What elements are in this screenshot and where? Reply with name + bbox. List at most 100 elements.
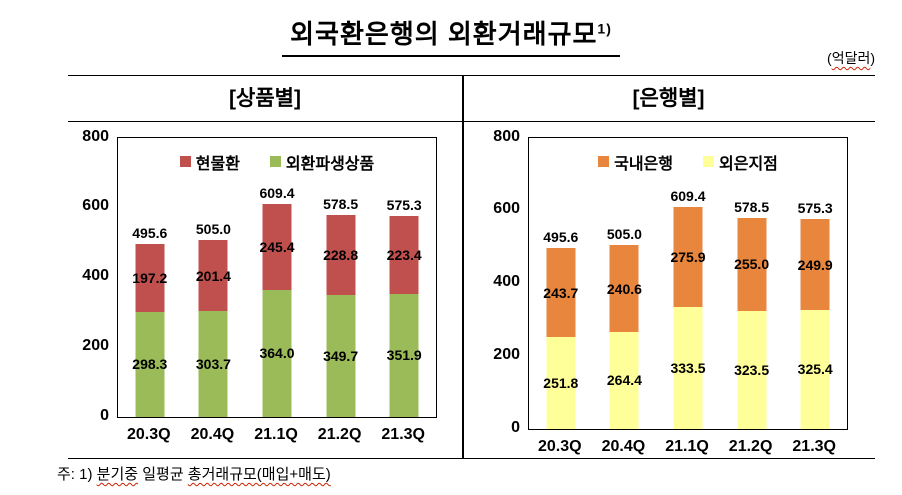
- segment-value-label: 351.9: [386, 347, 422, 364]
- y-tick-label: 200: [493, 345, 520, 363]
- stacked-bar-21.1Q: 364.0 245.4 609.4: [259, 185, 295, 417]
- total-value-label: 575.3: [386, 196, 422, 213]
- x-axis-banks: 20.3Q 20.4Q 21.1Q 21.2Q 21.3Q: [528, 434, 846, 458]
- legend-products: 현물환 외환파생상품: [118, 150, 436, 174]
- total-value-label: 505.0: [606, 225, 642, 242]
- bar-segment-외환파생상품: 298.3: [132, 312, 168, 417]
- page-title-text: 외국환은행의 외환거래규모: [290, 19, 598, 49]
- segment-value-label: 245.4: [259, 238, 295, 255]
- unit-label-text: 억달러: [831, 50, 871, 66]
- segment-value-label: 228.8: [323, 246, 359, 263]
- bar-segment-현물환: 228.8: [323, 214, 359, 295]
- y-tick-label: 0: [100, 406, 109, 424]
- total-value-label: 578.5: [323, 195, 359, 212]
- segment-value-label: 333.5: [670, 359, 706, 376]
- y-tick-label: 800: [82, 127, 109, 145]
- bar-segment-현물환: 201.4: [195, 240, 231, 311]
- unit-label: (억달러): [827, 50, 875, 66]
- panel-header-banks: [은행별]: [632, 87, 705, 110]
- y-axis-banks: 0 200 400 600 800: [462, 128, 520, 435]
- bar-segment-국내은행: 255.0: [734, 218, 770, 311]
- stacked-bar-21.2Q: 323.5 255.0 578.5: [734, 199, 770, 429]
- segment-value-label: 201.4: [195, 267, 231, 284]
- stacked-bar-20.4Q: 264.4 240.6 505.0: [606, 226, 642, 429]
- segment-value-label: 264.4: [606, 372, 642, 389]
- plot-area-products: 현물환 외환파생상품 298.3 197.2 495.6 303.7 201.4 505.0…: [117, 136, 437, 418]
- segment-value-label: 298.3: [132, 356, 168, 373]
- x-axis-products: 20.3Q 20.4Q 21.1Q 21.2Q 21.3Q: [117, 422, 435, 446]
- bar-segment-현물환: 245.4: [259, 203, 295, 290]
- segment-value-label: 325.4: [797, 361, 833, 378]
- total-value-label: 578.5: [734, 199, 770, 216]
- x-tick-label: 20.4Q: [601, 437, 646, 455]
- y-tick-label: 400: [493, 273, 520, 290]
- x-tick-label: 21.1Q: [665, 437, 709, 455]
- total-value-label: 495.6: [543, 229, 579, 246]
- legend-color-chip: [598, 156, 610, 167]
- chart-products: 0 200 400 600 800 현물환 외환파생상품 298.3 197.2 495.6 3…: [68, 123, 462, 458]
- stacked-bar-20.3Q: 298.3 197.2 495.6: [132, 225, 168, 417]
- y-tick-label: 800: [493, 127, 520, 145]
- panel-header-row: [상품별] [은행별]: [68, 76, 875, 122]
- bar-segment-외환파생상품: 364.0: [259, 289, 295, 417]
- stacked-bar-20.3Q: 251.8 243.7 495.6: [543, 229, 579, 429]
- segment-value-label: 240.6: [606, 280, 642, 297]
- legend-color-chip: [179, 156, 191, 167]
- stacked-bar-21.3Q: 325.4 249.9 575.3: [797, 200, 833, 429]
- bar-segment-외은지점: 333.5: [670, 307, 706, 429]
- total-value-label: 495.6: [132, 224, 168, 241]
- bar-segment-외은지점: 251.8: [543, 336, 578, 429]
- bar-segment-국내은행: 243.7: [543, 248, 579, 337]
- total-value-label: 609.4: [259, 184, 295, 201]
- legend-item: 외환파생상품: [269, 150, 375, 174]
- x-tick-label: 20.3Q: [538, 437, 582, 455]
- y-tick-label: 600: [82, 197, 109, 215]
- x-tick-label: 21.2Q: [317, 425, 362, 443]
- chart-banks: 0 200 400 600 800 국내은행 외은지점 251.8 243.7 495.6 26…: [462, 123, 875, 458]
- x-tick-label: 21.2Q: [728, 437, 773, 455]
- legend-item: 외은지점: [703, 150, 778, 174]
- x-tick-label: 21.3Q: [381, 425, 425, 443]
- chart-table-frame: [상품별] [은행별] 0 200 400 600 800 현물환 외환파생상품 298.…: [68, 75, 875, 459]
- segment-value-label: 303.7: [195, 355, 231, 372]
- x-tick-label: 21.1Q: [254, 425, 298, 443]
- y-tick-label: 600: [493, 200, 520, 218]
- legend-color-chip: [269, 156, 281, 167]
- bar-segment-현물환: 197.2: [132, 243, 167, 313]
- stacked-bar-20.4Q: 303.7 201.4 505.0: [195, 221, 231, 417]
- x-tick-label: 21.3Q: [792, 437, 836, 455]
- legend-color-chip: [703, 156, 714, 167]
- x-tick-label: 20.4Q: [190, 425, 235, 443]
- bar-segment-외환파생상품: 351.9: [386, 293, 422, 417]
- segment-value-label: 223.4: [386, 246, 422, 263]
- y-tick-label: 200: [82, 336, 109, 354]
- chart-body-row: 0 200 400 600 800 현물환 외환파생상품 298.3 197.2 495.6 3…: [68, 123, 875, 458]
- bar-segment-외은지점: 264.4: [606, 332, 642, 429]
- x-tick-label: 20.3Q: [127, 425, 171, 443]
- legend-label: 현물환: [195, 155, 240, 173]
- stacked-bar-21.1Q: 333.5 275.9 609.4: [670, 188, 706, 429]
- total-value-label: 609.4: [670, 187, 706, 204]
- segment-value-label: 349.7: [323, 347, 359, 364]
- y-tick-label: 0: [511, 418, 520, 436]
- segment-value-label: 364.0: [259, 345, 295, 362]
- bar-segment-외환파생상품: 349.7: [323, 294, 359, 417]
- legend-item: 현물환: [179, 150, 240, 174]
- bar-segment-국내은행: 249.9: [797, 219, 833, 311]
- bar-segment-외환파생상품: 303.7: [195, 310, 231, 417]
- segment-value-label: 255.0: [734, 256, 770, 273]
- segment-value-label: 249.9: [797, 256, 833, 273]
- legend-label: 외환파생상품: [285, 155, 375, 173]
- page-title: 외국환은행의 외환거래규모1): [282, 14, 620, 57]
- bar-segment-현물환: 223.4: [386, 215, 422, 294]
- page-title-row: 외국환은행의 외환거래규모1): [0, 14, 902, 57]
- legend-label: 외은지점: [719, 155, 778, 173]
- bar-segment-국내은행: 275.9: [670, 206, 706, 308]
- segment-value-label: 243.7: [543, 284, 579, 301]
- bar-segment-국내은행: 240.6: [606, 244, 642, 333]
- total-value-label: 575.3: [797, 200, 833, 217]
- stacked-bar-21.3Q: 351.9 223.4 575.3: [386, 197, 422, 417]
- bar-segment-외은지점: 325.4: [797, 310, 833, 429]
- footnote: 주: 1) 분기중 일평균 총거래규모(매입+매도): [57, 466, 331, 483]
